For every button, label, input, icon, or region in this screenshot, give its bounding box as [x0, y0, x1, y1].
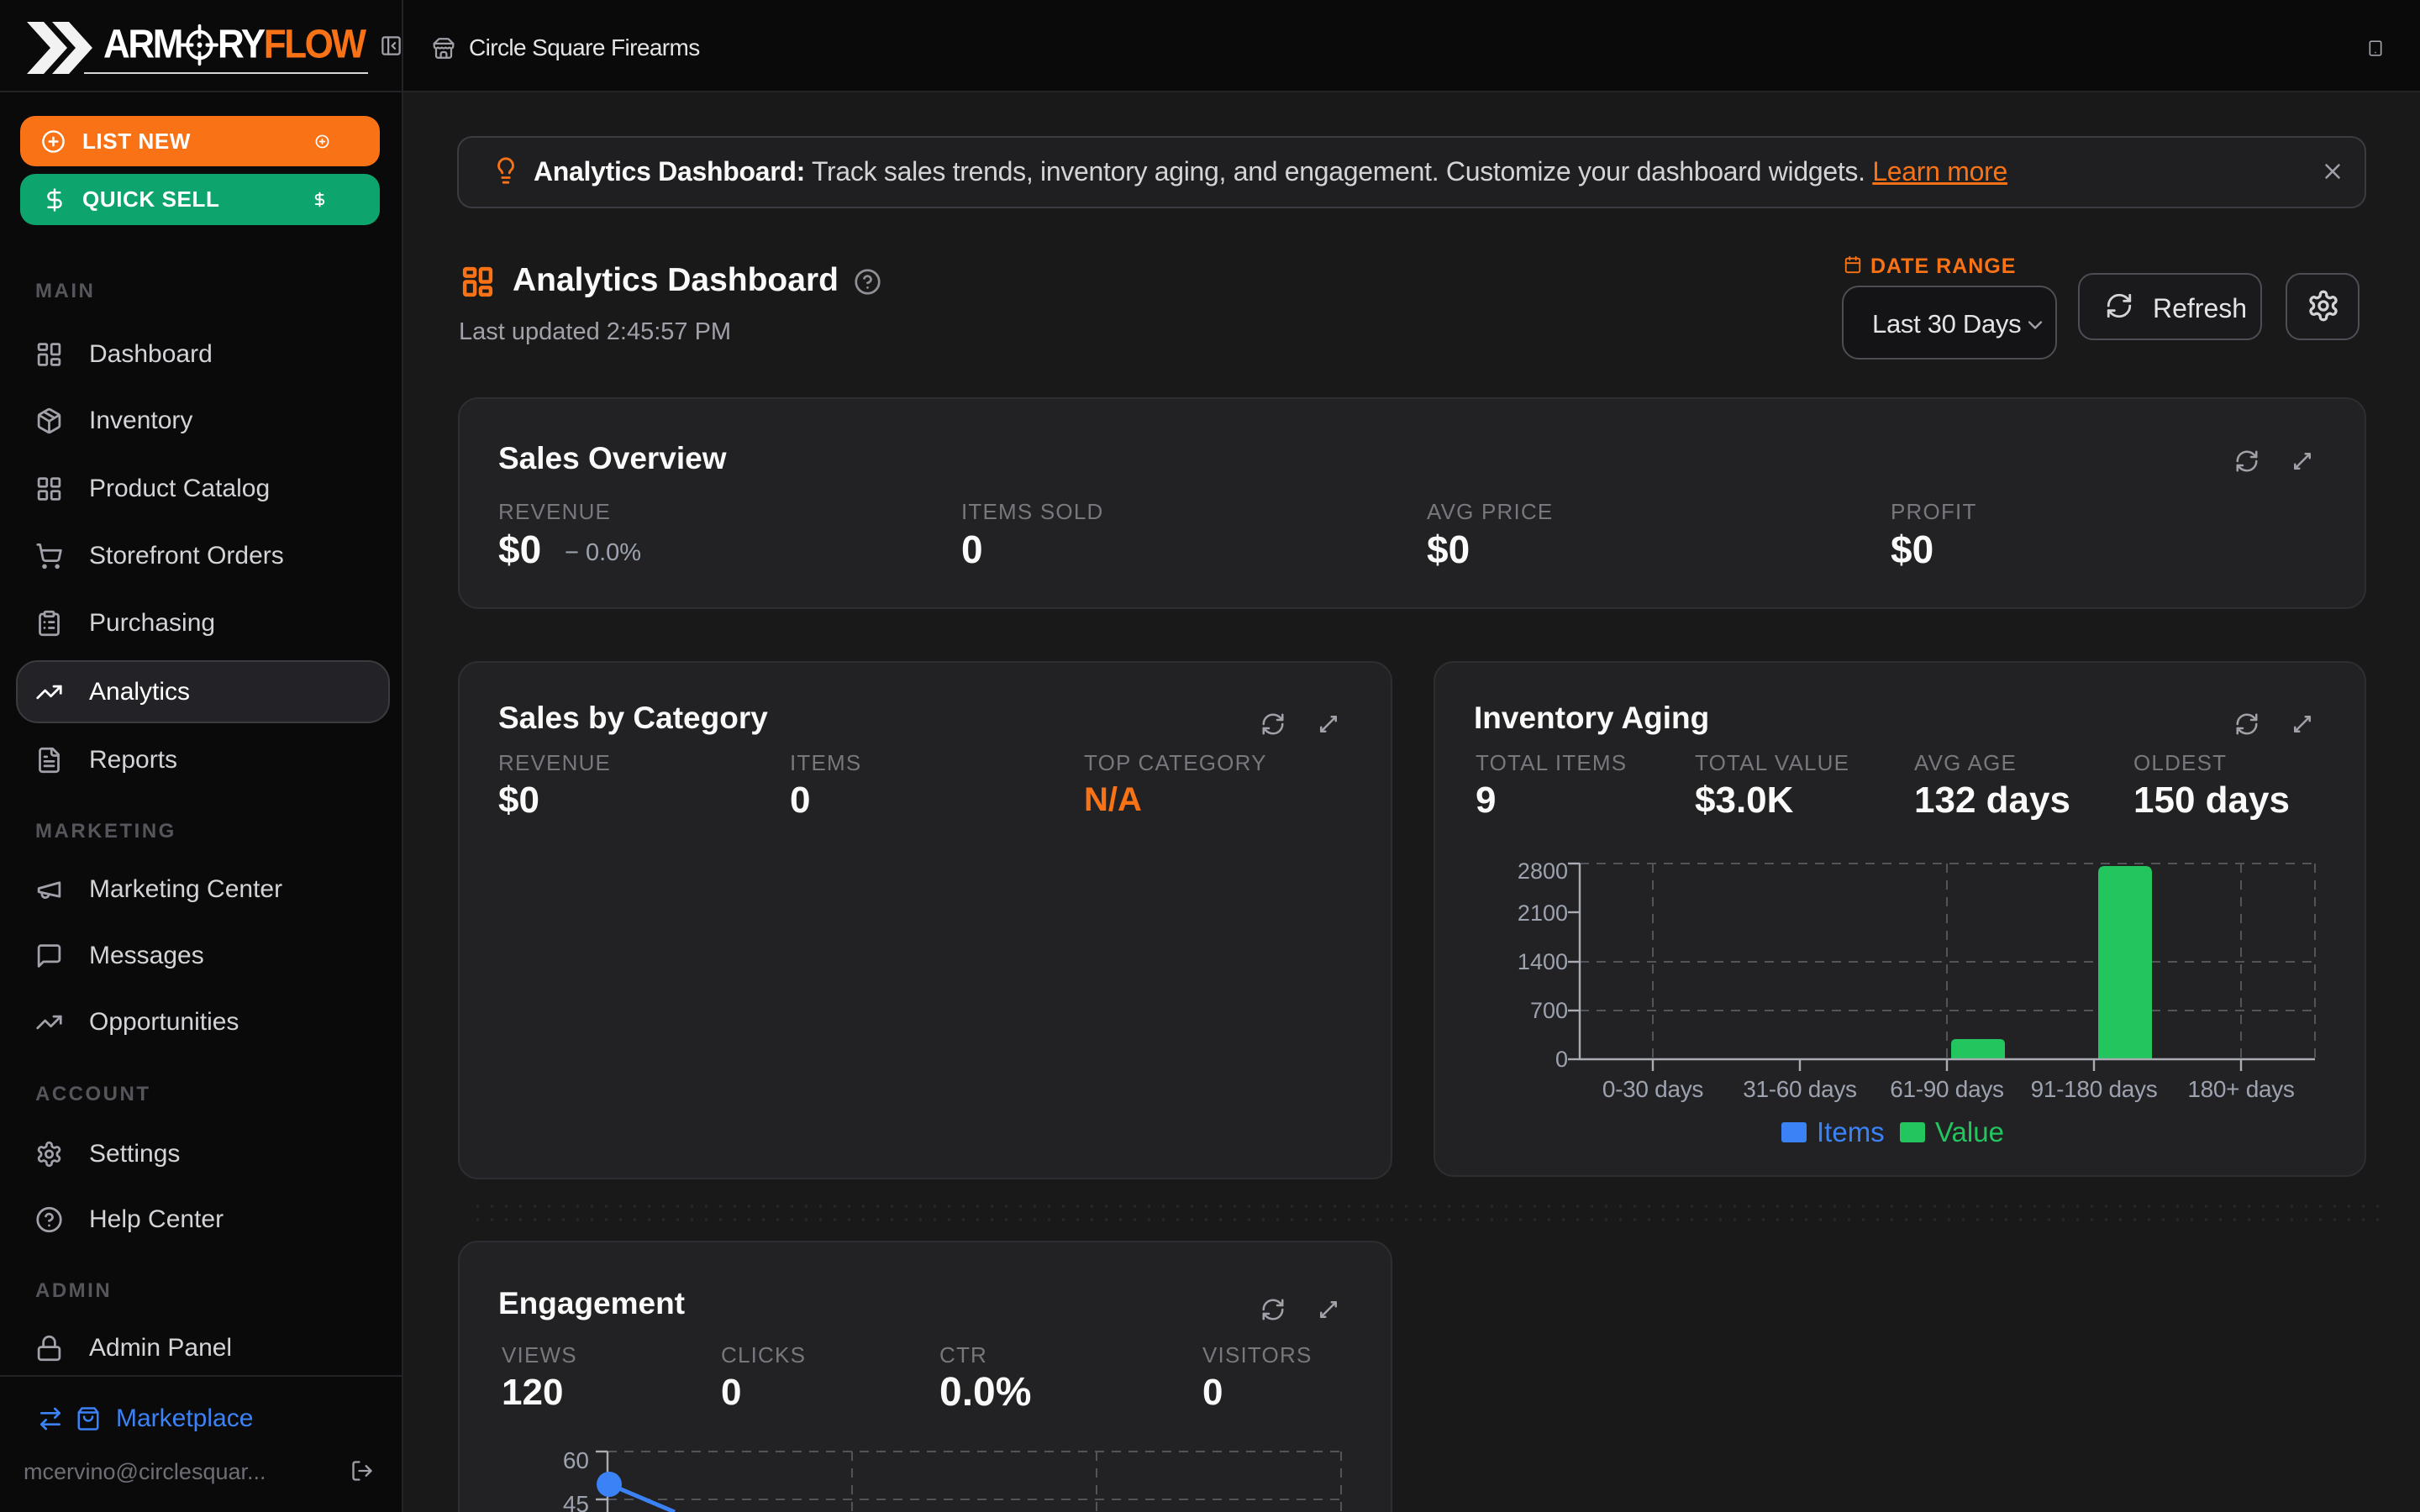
svg-text:31-60 days: 31-60 days [1743, 1076, 1857, 1102]
svg-text:2800: 2800 [1518, 858, 1568, 884]
svg-text:91-180 days: 91-180 days [2031, 1076, 2158, 1102]
svg-text:700: 700 [1530, 998, 1568, 1023]
svg-text:0-30 days: 0-30 days [1602, 1076, 1703, 1102]
svg-text:180+ days: 180+ days [2187, 1076, 2294, 1102]
svg-text:0: 0 [1555, 1047, 1568, 1072]
svg-text:Items: Items [1817, 1116, 1885, 1147]
svg-text:2100: 2100 [1518, 900, 1568, 926]
svg-text:1400: 1400 [1518, 949, 1568, 974]
svg-text:60: 60 [563, 1447, 589, 1473]
svg-text:61-90 days: 61-90 days [1890, 1076, 2004, 1102]
svg-text:Value: Value [1935, 1116, 2004, 1147]
svg-text:45: 45 [563, 1491, 589, 1512]
